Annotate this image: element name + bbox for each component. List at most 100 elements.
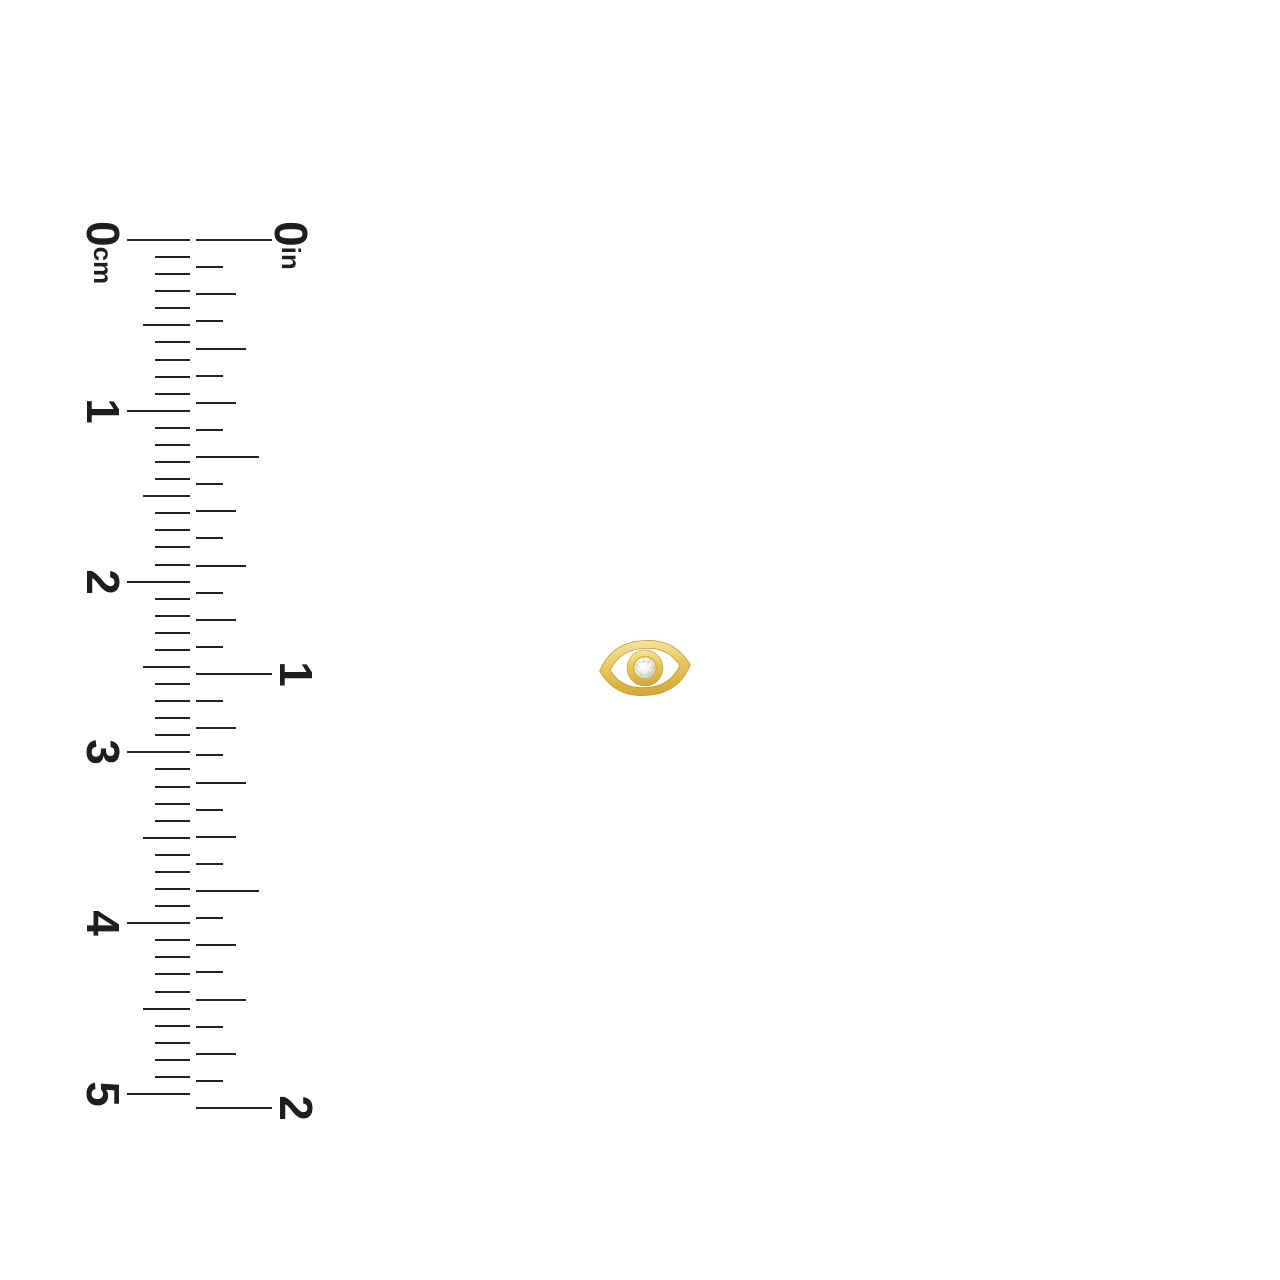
cm-tick: [155, 358, 190, 361]
inch-tick: [196, 1052, 236, 1055]
cm-number-label: 2: [77, 568, 129, 595]
inch-tick: [196, 727, 236, 730]
inch-tick: [196, 781, 246, 784]
cm-tick: [155, 426, 190, 429]
inch-tick: [196, 808, 223, 811]
cm-tick: [143, 324, 190, 327]
cm-tick: [155, 597, 190, 600]
inch-tick: [196, 944, 236, 947]
cm-tick: [155, 512, 190, 515]
cm-tick: [155, 563, 190, 566]
inch-tick: [196, 483, 223, 486]
cm-tick: [155, 956, 190, 959]
diamond-sparkle: [639, 662, 644, 667]
inch-tick: [196, 564, 246, 567]
cm-tick: [127, 580, 190, 583]
inch-tick: [196, 890, 259, 892]
inch-zero-label: 0in: [265, 221, 317, 270]
cm-number-label: 5: [77, 1081, 129, 1107]
inch-tick: [196, 618, 236, 621]
inch-tick: [196, 293, 236, 296]
cm-tick: [143, 836, 190, 839]
inch-tick: [196, 266, 223, 269]
cm-tick: [155, 392, 190, 395]
inch-tick: [196, 510, 236, 513]
inch-tick: [196, 917, 223, 920]
cm-tick: [127, 239, 190, 241]
inch-tick: [196, 1107, 272, 1109]
inch-tick: [196, 401, 236, 404]
cm-tick: [155, 905, 190, 908]
cm-tick: [155, 700, 190, 703]
inch-tick: [196, 998, 246, 1001]
cm-tick: [155, 1058, 190, 1061]
inch-tick: [196, 428, 223, 431]
cm-number-label: 1: [77, 398, 129, 424]
inch-number-label: 2: [270, 1095, 322, 1121]
cm-tick: [155, 546, 190, 549]
inch-tick: [196, 835, 236, 838]
cm-tick: [127, 1093, 190, 1095]
cm-tick: [155, 461, 190, 464]
cm-tick: [155, 614, 190, 617]
cm-tick: [155, 853, 190, 856]
cm-tick: [155, 785, 190, 788]
cm-tick: [155, 443, 190, 446]
cm-unit-label: cm: [88, 246, 118, 285]
inch-tick: [196, 645, 223, 648]
cm-tick: [143, 666, 190, 668]
cm-tick: [155, 631, 190, 634]
cm-zero-digit: 0: [77, 221, 129, 247]
cm-tick: [155, 990, 190, 993]
cm-tick: [155, 478, 190, 481]
inch-tick: [196, 1025, 223, 1028]
cm-tick: [155, 683, 190, 686]
inch-zero-digit: 0: [265, 221, 317, 247]
cm-tick: [143, 1007, 190, 1010]
diamond-facets: [634, 657, 656, 678]
cm-tick: [155, 648, 190, 651]
cm-tick: [155, 802, 190, 805]
inch-number-label: 1: [270, 661, 322, 687]
inch-tick: [196, 320, 223, 323]
inch-tick: [196, 591, 223, 594]
cm-tick: [155, 273, 190, 276]
inch-tick: [196, 239, 272, 241]
inch-tick: [196, 1079, 223, 1082]
eye-outline: [599, 640, 691, 696]
inch-tick: [196, 374, 223, 377]
cm-tick: [155, 819, 190, 822]
inch-tick: [196, 537, 223, 540]
cm-tick: [155, 307, 190, 310]
inch-tick: [196, 971, 223, 974]
cm-tick: [127, 751, 190, 754]
cm-tick: [155, 1041, 190, 1044]
cm-tick: [127, 409, 190, 412]
inch-tick: [196, 862, 223, 865]
inch-tick: [196, 347, 246, 350]
cm-number-label: 4: [77, 910, 129, 936]
cm-zero-label: 0cm: [77, 221, 129, 285]
cm-number-label: 3: [77, 739, 129, 766]
cm-tick: [155, 734, 190, 737]
cm-tick: [127, 922, 190, 925]
cm-tick: [155, 888, 190, 891]
inch-tick: [196, 754, 223, 757]
cm-tick: [155, 717, 190, 720]
inch-unit-label: in: [276, 246, 306, 270]
cm-tick: [155, 1024, 190, 1027]
cm-tick: [155, 290, 190, 293]
cm-tick: [155, 973, 190, 976]
cm-tick: [143, 495, 190, 498]
evil-eye-stud: [599, 640, 691, 696]
cm-tick: [155, 1075, 190, 1078]
cm-tick: [155, 768, 190, 771]
inch-tick: [196, 456, 259, 458]
cm-tick: [155, 870, 190, 873]
inch-tick: [196, 673, 272, 675]
cm-tick: [155, 939, 190, 942]
inch-tick: [196, 700, 223, 703]
cm-tick: [155, 341, 190, 344]
cm-tick: [155, 529, 190, 532]
